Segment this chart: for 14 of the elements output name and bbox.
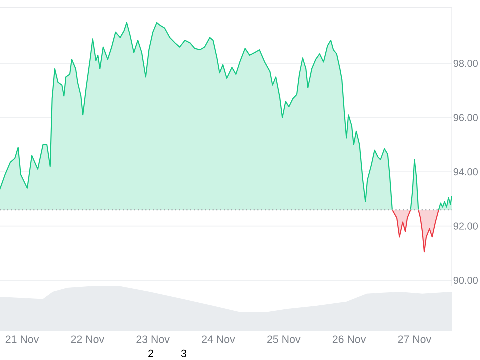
y-tick-label: 90.00 bbox=[454, 277, 478, 284]
x-tick-label: 24 Nov bbox=[202, 336, 236, 344]
text: 3 bbox=[181, 350, 186, 358]
x-tick-label: 25 Nov bbox=[268, 336, 301, 344]
x-tick-label: 26 Nov bbox=[332, 336, 366, 344]
y-tick-label: 96.00 bbox=[454, 114, 478, 122]
x-tick-label: 23 Nov bbox=[136, 336, 170, 344]
x-tick-label: 27 Nov bbox=[398, 336, 432, 344]
y-tick-label: 92.00 bbox=[454, 222, 478, 230]
y-tick-label: 98.00 bbox=[454, 60, 478, 68]
x-tick-label: 21 Nov bbox=[6, 336, 40, 344]
y-tick-label: 94.00 bbox=[454, 168, 478, 176]
text: 2 bbox=[148, 350, 154, 358]
x-tick-label: 22 Nov bbox=[71, 336, 105, 344]
